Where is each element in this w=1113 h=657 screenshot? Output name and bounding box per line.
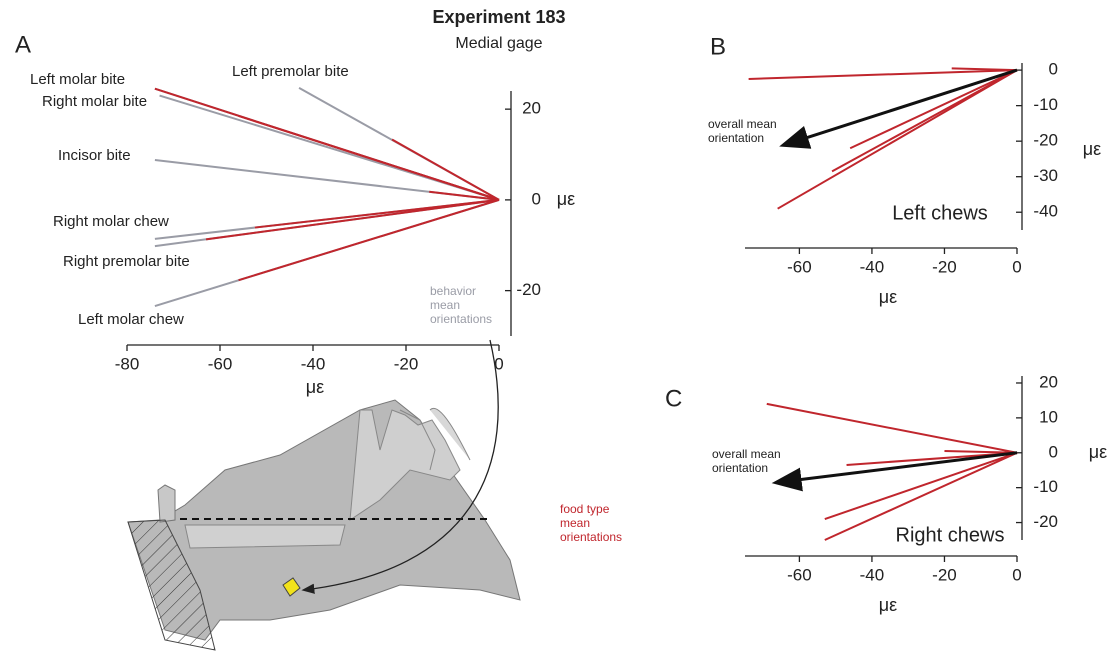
x-tick-label: -20 <box>932 565 957 584</box>
ray <box>952 68 1017 70</box>
y-tick-label: -10 <box>1033 477 1058 496</box>
x-axis-label: με <box>879 595 897 615</box>
ray-label: Left molar chew <box>78 311 184 328</box>
y-tick-label: -20 <box>1033 131 1058 150</box>
y-tick-label: -30 <box>1033 166 1058 185</box>
ray <box>749 70 1017 79</box>
ray-label: Left premolar bite <box>232 63 349 80</box>
ray-label: Incisor bite <box>58 147 131 164</box>
x-tick-label: -80 <box>115 354 140 373</box>
panel-letter: A <box>15 31 31 58</box>
x-tick-label: -40 <box>301 354 326 373</box>
ray <box>767 404 1017 453</box>
ray-label: Left molar bite <box>30 71 125 88</box>
y-axis-label: με <box>1089 442 1107 462</box>
mean-arrow <box>778 453 1017 483</box>
y-tick-label: 10 <box>1039 407 1058 426</box>
x-tick-label: -20 <box>932 257 957 276</box>
y-tick-label: -10 <box>1033 95 1058 114</box>
x-tick-label: 0 <box>494 354 503 373</box>
x-tick-label: -60 <box>787 565 812 584</box>
x-tick-label: 0 <box>1012 565 1021 584</box>
chart-subtitle: Medial gage <box>455 35 542 52</box>
ray <box>850 70 1017 148</box>
y-axis-label: με <box>557 189 575 209</box>
x-axis-label: με <box>306 377 324 397</box>
y-tick-label: 20 <box>1039 372 1058 391</box>
x-tick-label: -60 <box>787 257 812 276</box>
y-tick-label: 20 <box>522 99 541 118</box>
panel-letter: B <box>710 33 726 60</box>
y-axis-label: με <box>1083 139 1101 159</box>
y-tick-label: 0 <box>532 189 541 208</box>
ray <box>206 200 499 239</box>
x-tick-label: -60 <box>208 354 233 373</box>
x-tick-label: 0 <box>1012 257 1021 276</box>
annotation: Left chews <box>892 202 988 224</box>
y-tick-label: -40 <box>1033 202 1058 221</box>
ray-label: Right molar bite <box>42 93 147 110</box>
ray <box>239 116 499 200</box>
y-tick-label: 0 <box>1049 60 1058 79</box>
y-tick-label: 0 <box>1049 442 1058 461</box>
x-tick-label: -20 <box>394 354 419 373</box>
y-tick-label: -20 <box>516 280 541 299</box>
chart-title: Experiment 183 <box>432 7 565 27</box>
ray <box>825 453 1017 519</box>
panel-letter: C <box>665 385 682 412</box>
ray <box>239 200 499 280</box>
x-tick-label: -40 <box>860 257 885 276</box>
ray-label: Right premolar bite <box>63 253 190 270</box>
x-tick-label: -40 <box>860 565 885 584</box>
ray-label: Right molar chew <box>53 213 169 230</box>
x-axis-label: με <box>879 287 897 307</box>
y-tick-label: -20 <box>1033 512 1058 531</box>
annotation: Right chews <box>896 524 1005 546</box>
figure: A B C -20 0 20 -80 -60 -40 -20 0 με με Experiment … <box>0 0 1113 657</box>
